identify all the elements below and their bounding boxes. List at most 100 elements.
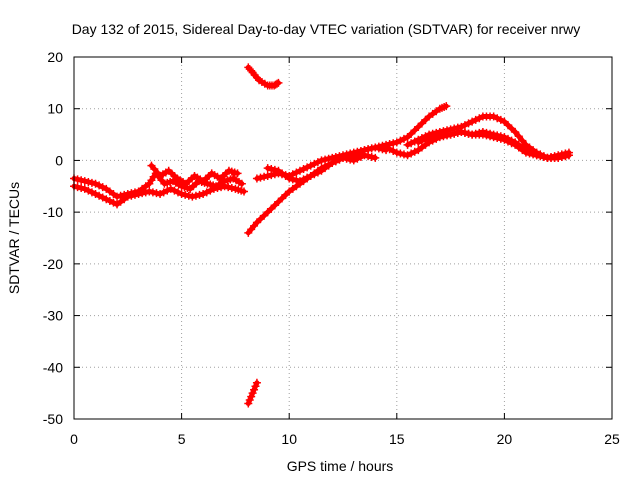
data-point [414, 122, 423, 131]
data-point [396, 149, 405, 158]
data-point [407, 139, 416, 148]
data-point [478, 127, 487, 136]
data-point [521, 146, 530, 155]
data-point [181, 190, 190, 199]
data-point [557, 152, 566, 161]
series-segment-3 [147, 161, 242, 188]
data-point [525, 147, 534, 156]
y-tick-label: -30 [43, 308, 63, 324]
data-point [105, 196, 114, 205]
data-point [224, 183, 233, 192]
data-point [273, 79, 282, 88]
data-point [532, 151, 541, 160]
data-point [561, 152, 570, 161]
data-point [251, 382, 260, 391]
data-point [371, 153, 380, 162]
data-point [382, 143, 391, 152]
series-segment-9 [349, 102, 451, 160]
data-point [274, 78, 283, 87]
data-point [417, 119, 426, 128]
data-point [389, 139, 398, 148]
series-segment-5 [244, 378, 261, 408]
data-point [247, 392, 256, 401]
data-point [403, 133, 412, 142]
data-point [353, 149, 362, 158]
data-point [442, 102, 451, 111]
data-point [191, 191, 200, 200]
data-point [389, 146, 398, 155]
data-point [267, 204, 276, 213]
data-point [460, 121, 469, 130]
data-point [489, 112, 498, 121]
data-point [407, 149, 416, 158]
data-point [206, 186, 215, 195]
data-point [98, 193, 107, 202]
data-point [360, 146, 369, 155]
data-point [292, 168, 301, 177]
x-tick-label: 20 [497, 431, 513, 447]
data-point [493, 131, 502, 140]
data-point [367, 144, 376, 153]
x-tick-label: 25 [604, 431, 620, 447]
data-point [399, 150, 408, 159]
data-point [73, 175, 82, 184]
x-tick-label: 5 [178, 431, 186, 447]
data-point [252, 218, 261, 227]
y-tick-label: 20 [47, 49, 63, 65]
data-point [500, 117, 509, 126]
data-point [464, 119, 473, 128]
series-segment-12 [414, 127, 573, 162]
series-segment-8 [263, 151, 380, 186]
data-point [134, 190, 143, 199]
data-point [324, 154, 333, 163]
y-tick-label: 0 [55, 152, 63, 168]
data-point [342, 154, 351, 163]
data-point [278, 194, 287, 203]
data-point [346, 155, 355, 164]
data-point [220, 182, 229, 191]
data-point [417, 136, 426, 145]
data-point [233, 169, 242, 178]
data-point [91, 190, 100, 199]
data-point [468, 117, 477, 126]
data-point [539, 152, 548, 161]
data-point [213, 184, 222, 193]
data-point [141, 188, 150, 197]
y-tick-label: -10 [43, 204, 63, 220]
data-point [299, 165, 308, 174]
axis-ticks: 0 5 10 15 20 25 -50 -40 -30 -20 -10 0 10 20 [43, 49, 620, 447]
grid [74, 57, 612, 419]
data-point [493, 114, 502, 123]
data-point [421, 115, 430, 124]
data-point [202, 188, 211, 197]
data-point [321, 155, 330, 164]
data-point [95, 191, 104, 200]
data-point [446, 130, 455, 139]
data-point [529, 149, 538, 158]
data-point [295, 177, 304, 186]
data-point [170, 186, 179, 195]
y-tick-label: -20 [43, 256, 63, 272]
data-point [113, 192, 122, 201]
y-tick-label: 10 [47, 101, 63, 117]
data-point [564, 151, 573, 160]
data-point [403, 151, 412, 160]
data-point [303, 173, 312, 182]
data-point [335, 155, 344, 164]
data-point [486, 129, 495, 138]
data-point [95, 181, 104, 190]
data-point [292, 176, 301, 185]
data-point [177, 190, 186, 199]
data-series [70, 63, 573, 408]
series-segment-4 [244, 63, 283, 90]
data-point [250, 385, 259, 394]
data-point [80, 177, 89, 186]
data-point [130, 190, 139, 199]
data-point [109, 198, 118, 207]
data-point [263, 208, 272, 217]
data-point [317, 156, 326, 165]
data-point [554, 153, 563, 162]
data-point [285, 174, 294, 183]
data-point [475, 128, 484, 137]
